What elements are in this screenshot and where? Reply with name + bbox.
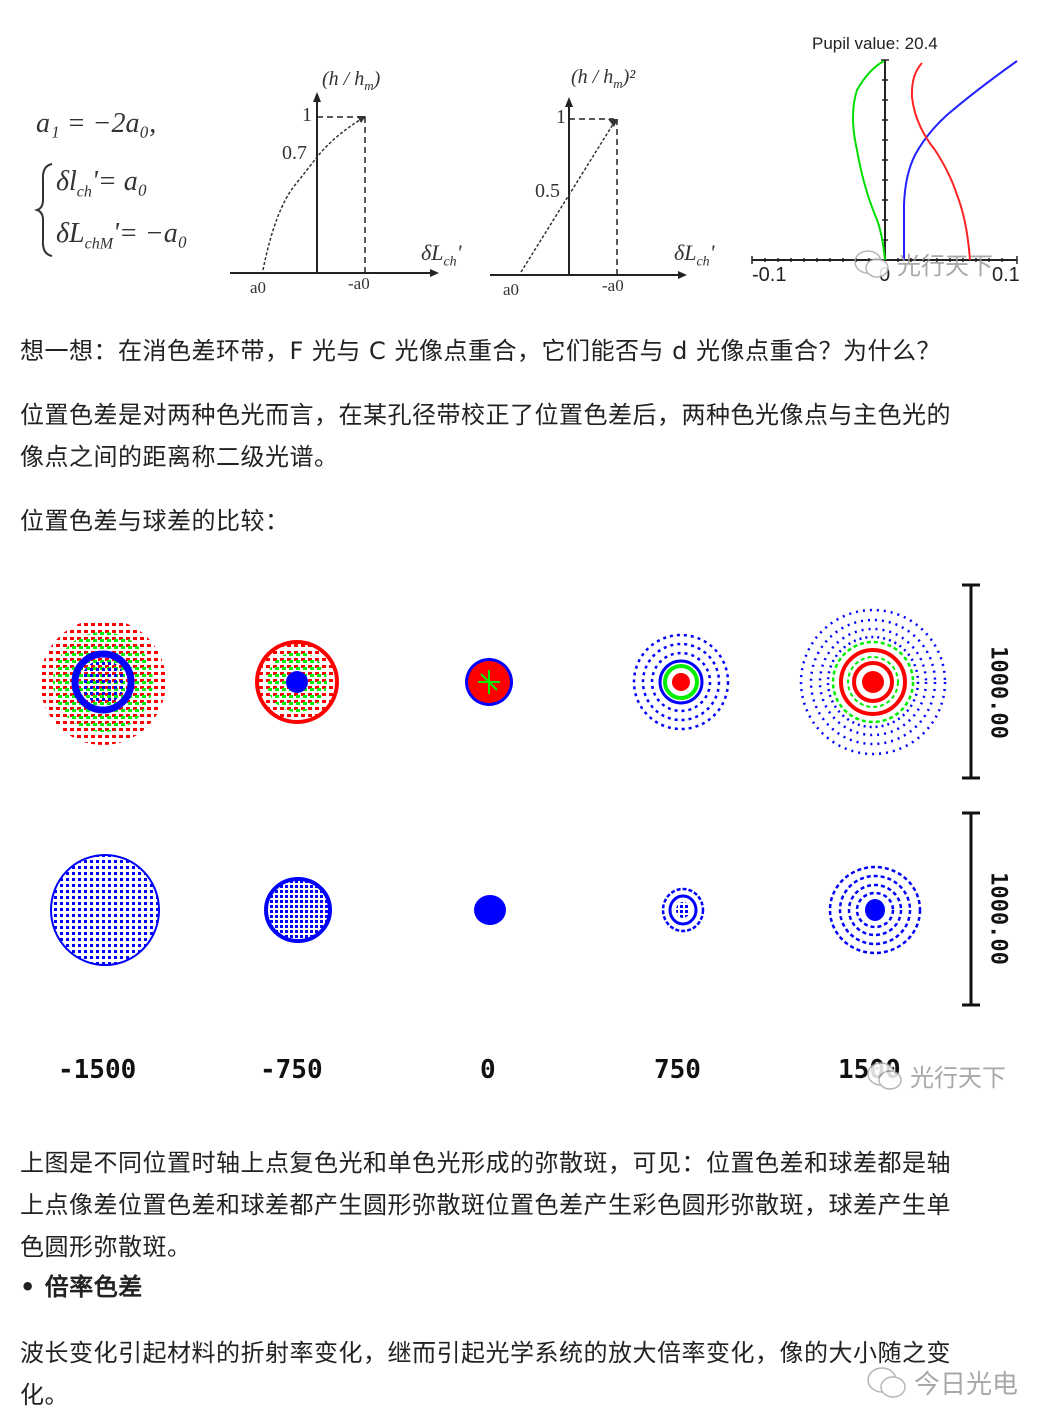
- graph-1-tick-1: 1: [302, 104, 312, 126]
- heading-text: 倍率色差: [44, 1273, 143, 1301]
- brace-icon: [34, 163, 53, 257]
- paragraph-spot-explanation: 上图是不同位置时轴上点复色光和单色光形成的弥散斑，可见：位置色差和球差都是轴 上…: [20, 1149, 951, 1261]
- graph-2-x-right: -a0: [602, 276, 624, 295]
- equation-line-2: δlch'= a₀: [56, 166, 148, 201]
- spot-mono-neg750: [264, 877, 332, 943]
- equation-line-3: δLchM'= −a₀: [56, 218, 188, 253]
- scale-bar-top: [962, 583, 980, 780]
- graph-1-y-label: (h / hm): [322, 68, 381, 93]
- pupil-x-zero: 0: [879, 264, 891, 286]
- focus-label-neg750: -750: [260, 1055, 323, 1085]
- focus-label-0: 0: [480, 1055, 496, 1085]
- paragraph-comparison-intro: 位置色差与球差的比较：: [20, 507, 290, 535]
- wechat-icon: [867, 1061, 902, 1090]
- paragraph-think: 想一想：在消色差环带，F 光与 C 光像点重合，它们能否与 d 光像点重合？为什…: [20, 337, 941, 365]
- spot-poly-0: [465, 658, 513, 706]
- spot-poly-neg750: [255, 640, 339, 724]
- pupil-x-max: 0.1: [992, 264, 1020, 286]
- graph-1-tick-0-7: 0.7: [282, 142, 307, 164]
- graph-2-tick-0-5: 0.5: [535, 180, 560, 202]
- bullet: •: [20, 1273, 36, 1301]
- graph-2-plot: [490, 97, 687, 279]
- spot-poly-neg1500: [40, 619, 166, 745]
- paragraph-secondary-spectrum: 位置色差是对两种色光而言，在某孔径带校正了位置色差后，两种色光像点与主色光的 像…: [20, 401, 951, 471]
- spot-mono-750: [661, 887, 705, 933]
- focus-label-750: 750: [654, 1055, 701, 1085]
- scale-bar-bottom: [962, 811, 980, 1007]
- graph-2-x-label: δLch': [674, 240, 715, 270]
- pupil-plot-canvas: [751, 59, 1018, 264]
- paragraph-lateral-color: 波长变化引起材料的折射率变化，继而引起光学系统的放大倍率变化，像的大小随之变 化…: [20, 1339, 951, 1409]
- scale-label-bottom: 1000.00: [985, 872, 1011, 965]
- section-heading-lateral-color: • 倍率色差: [20, 1266, 1020, 1308]
- graph-2-x-left: a0: [503, 280, 520, 299]
- graph-1-x-left: a0: [250, 278, 267, 297]
- focus-label-neg1500: -1500: [58, 1055, 137, 1085]
- pupil-plot-title: Pupil value: 20.4: [812, 34, 938, 53]
- wechat-icon: [854, 249, 889, 278]
- scale-label-top: 1000.00: [985, 646, 1011, 739]
- equation-line-1: a₁ = −2a₀,: [36, 108, 157, 139]
- spot-mono-1500: [828, 865, 922, 955]
- spot-mono-neg1500: [50, 854, 160, 966]
- graph-2-y-label: (h / hm)²: [571, 66, 636, 91]
- spot-diagram-canvas: [40, 583, 980, 1007]
- wechat-icon: [867, 1366, 906, 1398]
- watermark-spot: 光行天下: [866, 1058, 1006, 1093]
- pupil-x-min: -0.1: [752, 264, 787, 286]
- watermark-top: 光行天下: [853, 246, 993, 281]
- watermark-footer: 今日光电: [866, 1364, 1018, 1401]
- spot-poly-750: [632, 633, 730, 731]
- spot-mono-0: [474, 895, 506, 925]
- spot-poly-1500: [799, 608, 947, 756]
- graph-1-x-right: -a0: [348, 274, 370, 293]
- graph-1-plot: [230, 92, 439, 277]
- graph-1-x-label: δLch': [421, 240, 462, 270]
- graph-2-tick-1: 1: [556, 106, 566, 128]
